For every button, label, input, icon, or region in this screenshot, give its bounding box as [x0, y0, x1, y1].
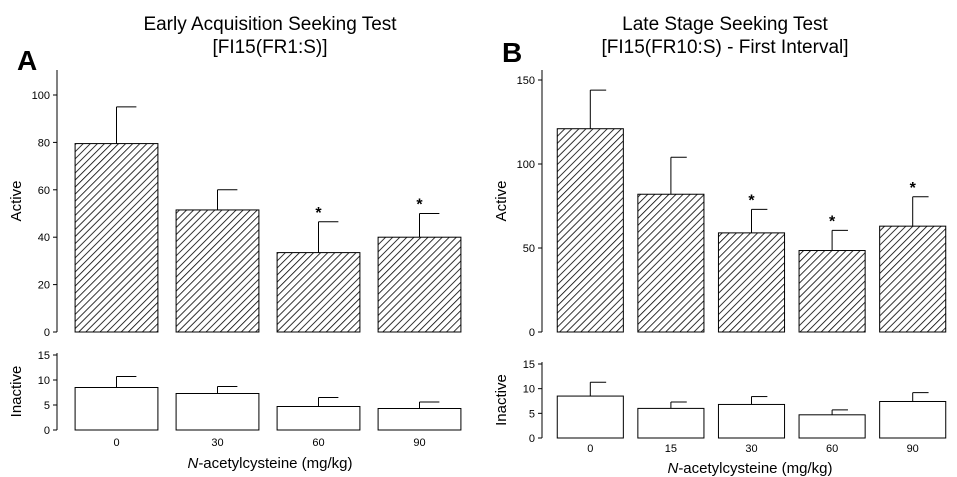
panel-b-inactive-ytick-label-1: 5 — [529, 408, 535, 420]
panel-a-xlabel: N-acetylcysteine (mg/kg) — [187, 455, 352, 472]
panel-a-title-line2: [FI15(FR1:S)] — [212, 37, 327, 58]
panel-a-inactive-xtick-label-0: 0 — [113, 437, 119, 449]
panel-a-active-ylabel: Active — [8, 181, 25, 222]
panel-a-inactive-ytick-label-0: 0 — [44, 425, 50, 437]
panel-b-active-bar-1 — [637, 193, 705, 333]
panel-a-active-significance-2: * — [315, 205, 322, 222]
panel-a-inactive-ylabel: Inactive — [8, 366, 25, 418]
panel-b-inactive-ytick-label-0: 0 — [529, 433, 535, 445]
panel-a-inactive-xtick-label-3: 90 — [413, 437, 425, 449]
panel-b-active-significance-2: * — [748, 192, 755, 209]
panel-b-xlabel-italic: N — [667, 460, 678, 477]
panel-a-active-bar-2 — [276, 252, 361, 333]
panel-a-letter: A — [17, 45, 37, 76]
panel-b-active-bar-2 — [717, 232, 786, 333]
panel-b-inactive-ytick-label-2: 10 — [523, 384, 535, 396]
panel-b-active-ytick-label-1: 50 — [523, 243, 535, 255]
panel-b-inactive-ylabel: Inactive — [493, 374, 510, 426]
panel-b-title-line2: [FI15(FR10:S) - First Interval] — [601, 37, 848, 58]
panel-b-inactive-xtick-label-3: 60 — [826, 443, 838, 455]
panel-b-inactive-xtick-label-1: 15 — [665, 443, 677, 455]
panel-a-inactive-bar-2 — [276, 406, 361, 431]
panel-a-inactive-ytick-label-1: 5 — [44, 400, 50, 412]
panel-b-active-significance-4: * — [910, 180, 917, 197]
panel-b-active-ytick-label-2: 100 — [517, 159, 535, 171]
panel-a-active-bar-3 — [377, 236, 462, 333]
panel-a-active-significance-3: * — [416, 197, 423, 214]
panel-a-active-ytick-label-3: 60 — [38, 185, 50, 197]
panel-b-inactive-ytick-label-3: 15 — [523, 359, 535, 371]
panel-a-xlabel-rest: -acetylcysteine (mg/kg) — [198, 455, 352, 472]
panel-a-inactive-ytick-label-2: 10 — [38, 375, 50, 387]
panel-a-active-ytick-label-2: 40 — [38, 232, 50, 244]
panel-b-active-bar-3 — [798, 250, 866, 333]
panel-b-inactive-xtick-label-0: 0 — [587, 443, 593, 455]
panel-b-inactive-bar-1 — [637, 407, 705, 439]
panel-a-inactive-xtick-label-1: 30 — [211, 437, 223, 449]
panel-a-inactive-bar-3 — [377, 408, 462, 431]
panel-b-inactive-bar-2 — [717, 403, 786, 439]
panel-b-active-ylabel: Active — [493, 181, 510, 222]
panel-b-inactive-xtick-label-4: 90 — [907, 443, 919, 455]
panel-a-inactive-xtick-label-2: 60 — [312, 437, 324, 449]
panel-a-title-line1: Early Acquisition Seeking Test — [143, 14, 397, 35]
panel-b-active-ytick-label-3: 150 — [517, 75, 535, 87]
panel-b-active-bar-0 — [556, 128, 624, 333]
panel-b-inactive-bar-0 — [556, 395, 624, 439]
panel-b-inactive-xtick-label-2: 30 — [745, 443, 757, 455]
panel-b-inactive-bar-3 — [798, 414, 866, 439]
panel-a-xlabel-italic: N — [187, 455, 198, 472]
panel-a-active-ytick-label-1: 20 — [38, 280, 50, 292]
panel-a-active-ytick-label-0: 0 — [44, 327, 50, 339]
panel-a-active-bar-0 — [74, 143, 159, 333]
panel-b-active-significance-3: * — [829, 213, 836, 230]
panel-a-active-ytick-label-5: 100 — [32, 90, 50, 102]
panel-b-xlabel: N-acetylcysteine (mg/kg) — [667, 460, 832, 477]
panel-a-active-bar-1 — [175, 209, 260, 333]
panel-a-inactive-bar-0 — [74, 387, 159, 431]
panel-b-inactive-bar-4 — [879, 400, 947, 439]
panel-b-active-bar-4 — [879, 225, 947, 333]
panel-b-title-line1: Late Stage Seeking Test — [622, 14, 828, 35]
panel-b-xlabel-rest: -acetylcysteine (mg/kg) — [678, 460, 832, 477]
panel-b-letter: B — [502, 37, 522, 68]
panel-a-inactive-ytick-label-3: 15 — [38, 350, 50, 362]
panel-b-active-ytick-label-0: 0 — [529, 327, 535, 339]
panel-a-active-ytick-label-4: 80 — [38, 137, 50, 149]
panel-a-inactive-bar-1 — [175, 393, 260, 431]
